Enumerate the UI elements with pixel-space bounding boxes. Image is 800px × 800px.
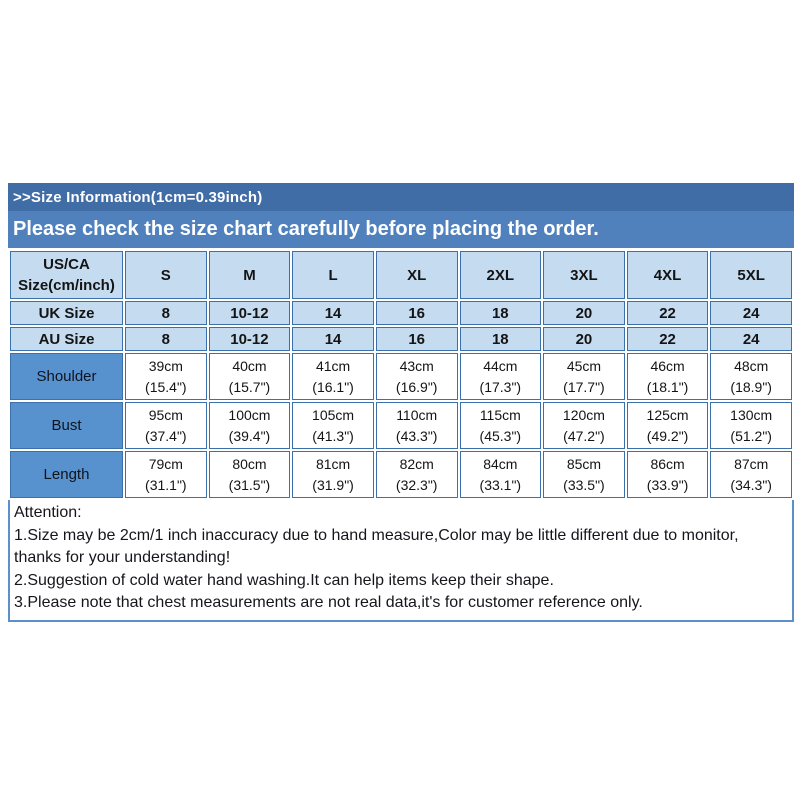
corner-header-cell: US/CA Size(cm/inch) (10, 251, 123, 299)
length-cell: 85cm (33.5") (543, 451, 625, 498)
attention-note-2: 2.Suggestion of cold water hand washing.… (14, 571, 554, 589)
shoulder-cell: 40cm (15.7") (208, 353, 291, 400)
shoulder-cell: 44cm (17.3") (459, 353, 542, 400)
size-column-header-3xl: 3XL (543, 251, 625, 299)
row-label: AU Size (10, 327, 123, 351)
shoulder-cell: 46cm (18.1") (626, 353, 709, 400)
attention-title: Attention: (14, 504, 82, 521)
shoulder-cell: 45cm (17.7") (543, 353, 625, 400)
bust-cell: 110cm (43.3") (375, 402, 458, 449)
length-cell: 86cm (33.9") (626, 451, 709, 498)
size-column-header-2xl: 2XL (459, 251, 542, 299)
uk-size-cell: 24 (710, 301, 792, 325)
bust-cell: 105cm (41.3") (292, 402, 374, 449)
uk-size-cell: 14 (292, 301, 374, 325)
size-column-header-l: L (292, 251, 374, 299)
shoulder-cell: 43cm (16.9") (375, 353, 458, 400)
attention-note-3: 3.Please note that chest measurements ar… (14, 594, 643, 611)
uk-size-cell: 18 (459, 301, 542, 325)
length-cell: 82cm (32.3") (375, 451, 458, 498)
attention-box: Attention: 1.Size may be 2cm/1 inch inac… (8, 500, 794, 622)
length-cell: 79cm (31.1") (125, 451, 207, 498)
row-label: Bust (10, 402, 123, 449)
au-size-cell: 18 (459, 327, 542, 351)
uk-size-row: UK Size 8 10-12 14 16 18 20 22 24 (10, 301, 792, 325)
bust-cell: 130cm (51.2") (710, 402, 792, 449)
bust-cell: 100cm (39.4") (208, 402, 291, 449)
length-cell: 87cm (34.3") (710, 451, 792, 498)
au-size-row: AU Size 8 10-12 14 16 18 20 22 24 (10, 327, 792, 351)
au-size-cell: 8 (125, 327, 207, 351)
row-label: Length (10, 451, 123, 498)
row-label: UK Size (10, 301, 123, 325)
size-column-header-4xl: 4XL (626, 251, 709, 299)
size-chart-sheet: >>Size Information(1cm=0.39inch) Please … (8, 183, 794, 622)
size-column-header-s: S (125, 251, 207, 299)
uk-size-cell: 22 (626, 301, 709, 325)
shoulder-cell: 39cm (15.4") (125, 353, 207, 400)
bust-cell: 120cm (47.2") (543, 402, 625, 449)
notice-bar: Please check the size chart carefully be… (8, 211, 794, 248)
size-header-row: US/CA Size(cm/inch) S M L XL 2XL 3XL 4XL… (10, 251, 792, 299)
au-size-cell: 14 (292, 327, 374, 351)
au-size-cell: 16 (375, 327, 458, 351)
bust-cell: 125cm (49.2") (626, 402, 709, 449)
attention-note-1: 1.Size may be 2cm/1 inch inaccuracy due … (14, 526, 739, 567)
au-size-cell: 22 (626, 327, 709, 351)
length-row: Length 79cm (31.1") 80cm (31.5") 81cm (3… (10, 451, 792, 498)
au-size-cell: 20 (543, 327, 625, 351)
size-column-header-m: M (208, 251, 291, 299)
bust-row: Bust 95cm (37.4") 100cm (39.4") 105cm (4… (10, 402, 792, 449)
uk-size-cell: 10-12 (208, 301, 291, 325)
size-info-bar: >>Size Information(1cm=0.39inch) (8, 183, 794, 211)
au-size-cell: 10-12 (208, 327, 291, 351)
row-label: Shoulder (10, 353, 123, 400)
uk-size-cell: 16 (375, 301, 458, 325)
length-cell: 80cm (31.5") (208, 451, 291, 498)
length-cell: 84cm (33.1") (459, 451, 542, 498)
size-column-header-5xl: 5XL (710, 251, 792, 299)
uk-size-cell: 8 (125, 301, 207, 325)
uk-size-cell: 20 (543, 301, 625, 325)
size-column-header-xl: XL (375, 251, 458, 299)
bust-cell: 115cm (45.3") (459, 402, 542, 449)
shoulder-cell: 41cm (16.1") (292, 353, 374, 400)
au-size-cell: 24 (710, 327, 792, 351)
shoulder-row: Shoulder 39cm (15.4") 40cm (15.7") 41cm … (10, 353, 792, 400)
bust-cell: 95cm (37.4") (125, 402, 207, 449)
size-chart-table: US/CA Size(cm/inch) S M L XL 2XL 3XL 4XL… (8, 249, 794, 500)
length-cell: 81cm (31.9") (292, 451, 374, 498)
shoulder-cell: 48cm (18.9") (710, 353, 792, 400)
